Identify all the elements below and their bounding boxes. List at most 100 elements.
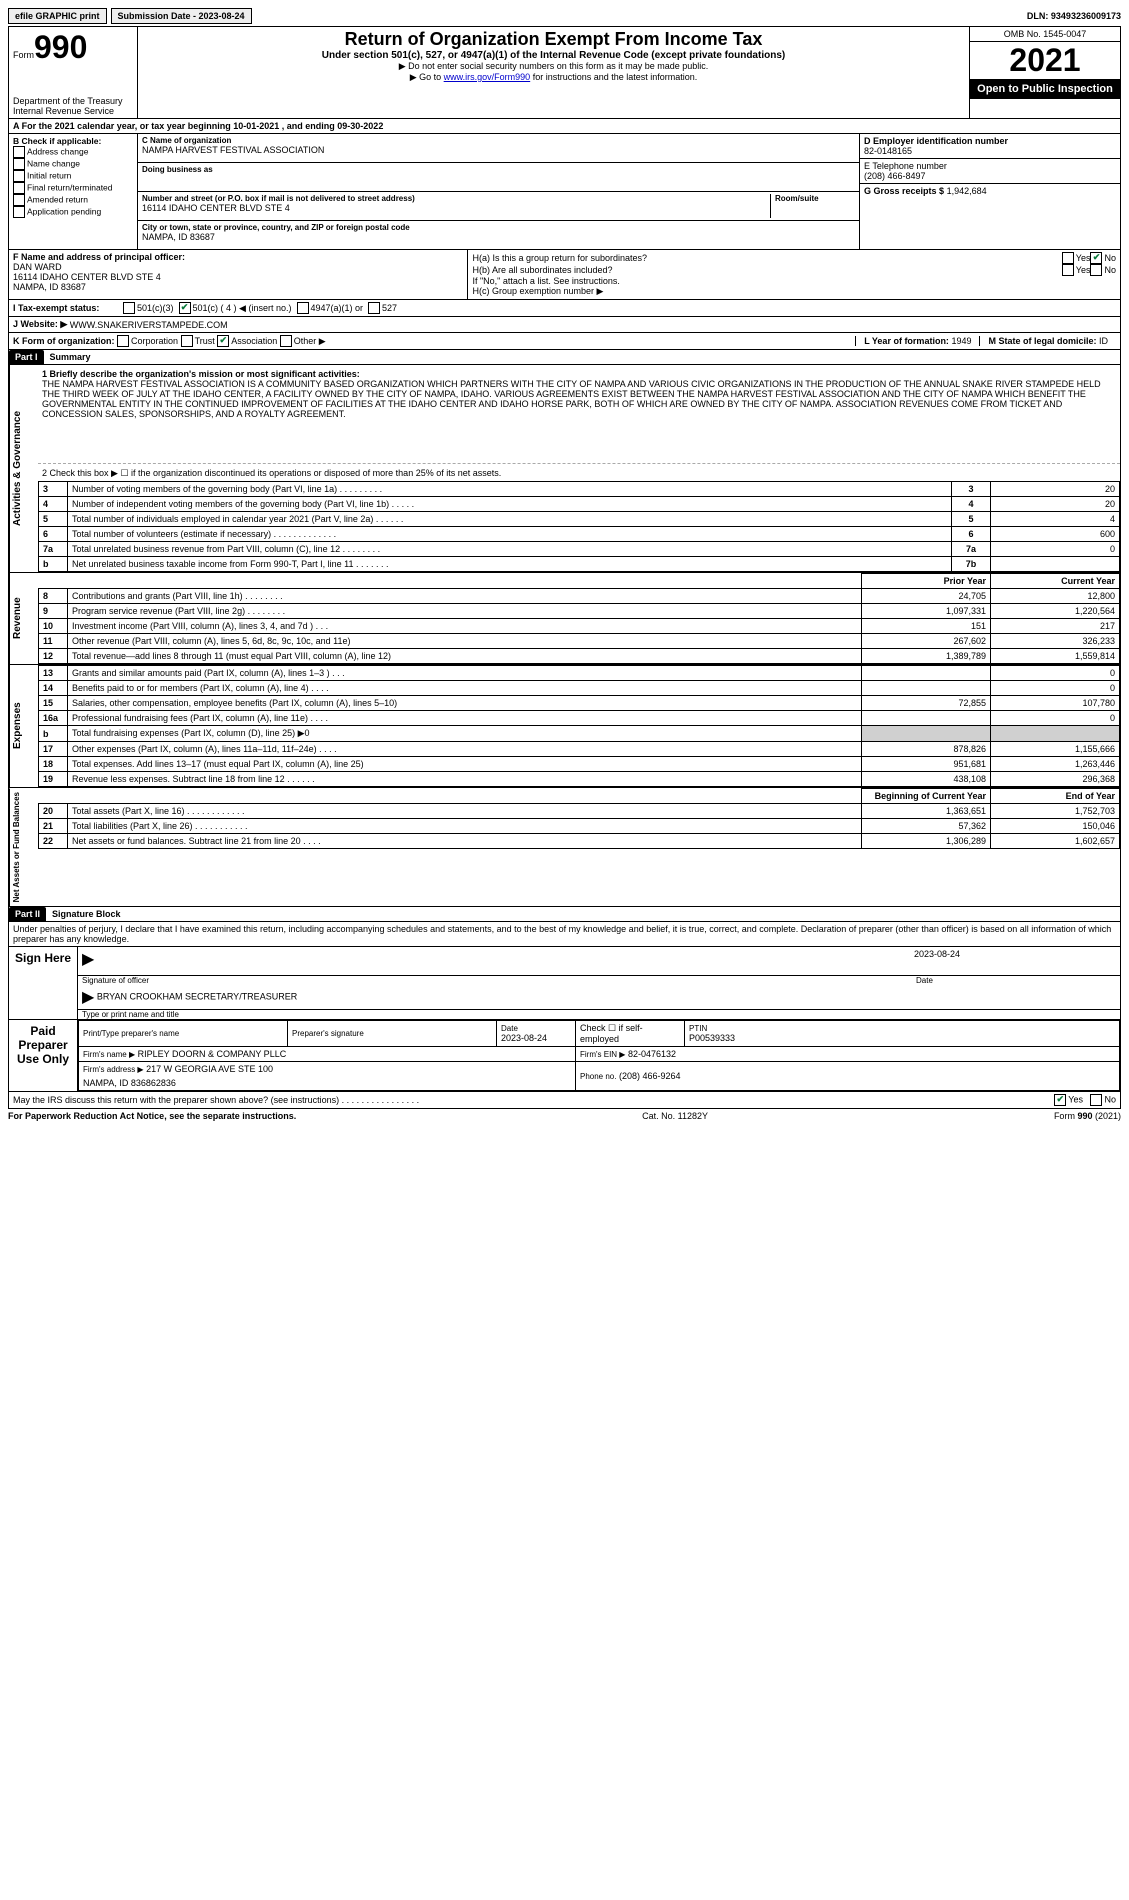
checkbox-4947[interactable] [297,302,309,314]
val: 0 [991,542,1120,557]
footer: For Paperwork Reduction Act Notice, see … [8,1109,1121,1123]
checkbox-addr-change[interactable] [13,146,25,158]
current-val: 1,155,666 [991,742,1120,757]
prep-sig-label: Preparer's signature [292,1029,492,1038]
prior-val [862,666,991,681]
checkbox-other[interactable] [280,335,292,347]
table-row: 18 Total expenses. Add lines 13–17 (must… [39,757,1120,772]
lineno: 6 [39,527,68,542]
note1: ▶ Do not enter social security numbers o… [142,61,965,72]
k-opt2: Association [231,336,277,346]
footer-mid: Cat. No. 11282Y [642,1111,708,1121]
checkbox-name-change[interactable] [13,158,25,170]
checkbox-501c[interactable] [179,302,191,314]
prior-val: 878,826 [862,742,991,757]
line-text: Salaries, other compensation, employee b… [68,696,862,711]
lineno: 7a [39,542,68,557]
h-b-note: If "No," attach a list. See instructions… [472,276,1116,286]
hb-yes: Yes [1076,265,1091,275]
k-label: K Form of organization: [13,336,115,346]
i-opt2: 501(c) ( 4 ) ◀ (insert no.) [193,303,292,314]
line-j: J Website: ▶ WWW.SNAKERIVERSTAMPEDE.COM [8,317,1121,333]
discuss-yes: Yes [1068,1095,1083,1105]
discuss-text: May the IRS discuss this return with the… [13,1095,419,1105]
current-val: 217 [991,619,1120,634]
section-fh: F Name and address of principal officer:… [8,250,1121,300]
line-text: Total revenue—add lines 8 through 11 (mu… [68,649,862,664]
sig-name: BRYAN CROOKHAM SECRETARY/TREASURER [97,992,297,1002]
table-row: 19 Revenue less expenses. Subtract line … [39,772,1120,787]
checkbox-527[interactable] [368,302,380,314]
lineno: 8 [39,589,68,604]
checkbox-corp[interactable] [117,335,129,347]
exp-table: 13 Grants and similar amounts paid (Part… [38,665,1120,787]
arrow-icon: ▶ [82,951,94,968]
lineno: 20 [39,804,68,819]
checkbox-discuss-no[interactable] [1090,1094,1102,1106]
paid-preparer-label: Paid Preparer Use Only [9,1020,78,1091]
current-val: 326,233 [991,634,1120,649]
checkbox-app-pending[interactable] [13,206,25,218]
form-number: 990 [34,29,87,65]
prior-val: 1,389,789 [862,649,991,664]
note2: ▶ Go to www.irs.gov/Form990 for instruct… [142,72,965,83]
f-label: F Name and address of principal officer: [13,252,463,262]
checkbox-amended[interactable] [13,194,25,206]
perjury-text: Under penalties of perjury, I declare th… [8,922,1121,947]
f-addr2: NAMPA, ID 83687 [13,282,463,292]
ag-wrap: Activities & Governance 1 Briefly descri… [8,365,1121,573]
note2-prefix: ▶ Go to [410,72,444,82]
checkbox-ha-no[interactable] [1090,252,1102,264]
table-row: b Net unrelated business taxable income … [39,557,1120,572]
ha-no: No [1104,253,1116,263]
j-website: WWW.SNAKERIVERSTAMPEDE.COM [70,320,228,330]
checkbox-501c3[interactable] [123,302,135,314]
ref: 6 [952,527,991,542]
form990-link[interactable]: www.irs.gov/Form990 [444,72,531,82]
i-opt4: 527 [382,303,397,313]
table-row: 20 Total assets (Part X, line 16) . . . … [39,804,1120,819]
firm-name: RIPLEY DOORN & COMPANY PLLC [138,1049,287,1059]
f-addr1: 16114 IDAHO CENTER BLVD STE 4 [13,272,463,282]
lineno: 18 [39,757,68,772]
g-val: 1,942,684 [947,186,987,196]
checkbox-ha-yes[interactable] [1062,252,1074,264]
submission-date-badge: Submission Date - 2023-08-24 [111,8,252,24]
lineno: 11 [39,634,68,649]
checkbox-hb-no[interactable] [1090,264,1102,276]
line-text: Total expenses. Add lines 13–17 (must eq… [68,757,862,772]
checkbox-initial[interactable] [13,170,25,182]
paid-preparer-block: Paid Preparer Use Only Print/Type prepar… [8,1020,1121,1092]
j-label: J Website: ▶ [13,319,67,330]
section-bcde: B Check if applicable: Address change Na… [8,134,1121,250]
checkbox-trust[interactable] [181,335,193,347]
table-row: 13 Grants and similar amounts paid (Part… [39,666,1120,681]
table-row: 10 Investment income (Part VIII, column … [39,619,1120,634]
prior-val: 24,705 [862,589,991,604]
phone-label: Phone no. [580,1072,616,1081]
subtitle: Under section 501(c), 527, or 4947(a)(1)… [142,50,965,61]
checkbox-assoc[interactable] [217,335,229,347]
line-text: Total assets (Part X, line 16) . . . . .… [68,804,862,819]
table-row: 17 Other expenses (Part IX, column (A), … [39,742,1120,757]
footer-right: Form 990 (2021) [1054,1111,1121,1121]
col-end: End of Year [991,789,1120,804]
prior-val: 57,362 [862,819,991,834]
ag-table: 3 Number of voting members of the govern… [38,481,1120,572]
k-opt0: Corporation [131,336,178,346]
line-text: Other revenue (Part VIII, column (A), li… [68,634,862,649]
checkbox-final[interactable] [13,182,25,194]
dln: DLN: 93493236009173 [1027,11,1121,21]
sig-date: 2023-08-24 [914,949,960,959]
line-text: Total fundraising expenses (Part IX, col… [68,726,862,742]
open-inspection: Open to Public Inspection [970,79,1120,99]
i-opt3: 4947(a)(1) or [311,303,364,313]
table-row: 6 Total number of volunteers (estimate i… [39,527,1120,542]
ptin: P00539333 [689,1033,1115,1043]
lineno: 15 [39,696,68,711]
discuss-row: May the IRS discuss this return with the… [8,1092,1121,1109]
dept-treasury: Department of the Treasury Internal Reve… [13,96,133,116]
checkbox-hb-yes[interactable] [1062,264,1074,276]
efile-badge: efile GRAPHIC print [8,8,107,24]
checkbox-discuss-yes[interactable] [1054,1094,1066,1106]
